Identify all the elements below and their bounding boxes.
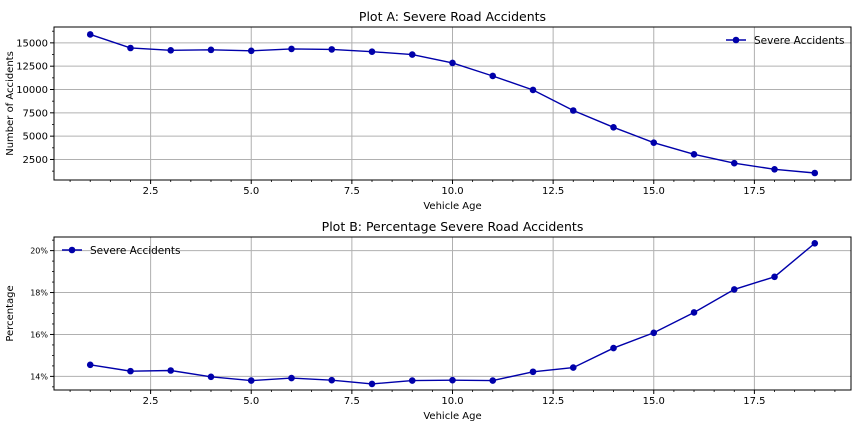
data-point xyxy=(569,364,577,371)
data-point xyxy=(569,107,577,114)
x-tick-label: 17.5 xyxy=(743,396,765,407)
y-tick-label: 10000 xyxy=(16,85,48,96)
data-point xyxy=(730,286,738,293)
chart-title: Plot A: Severe Road Accidents xyxy=(359,9,546,24)
data-point xyxy=(650,139,658,146)
y-tick-label: 14% xyxy=(30,372,48,381)
data-point xyxy=(328,376,336,384)
y-axis-label: Number of Accidents xyxy=(5,51,16,156)
data-point xyxy=(610,344,617,352)
x-tick-label: 12.5 xyxy=(542,396,564,407)
data-point xyxy=(207,46,215,54)
x-tick-label: 12.5 xyxy=(542,186,564,197)
y-tick-label: 18% xyxy=(30,289,48,298)
data-point xyxy=(610,123,617,131)
data-point xyxy=(247,377,255,384)
x-tick-label: 2.5 xyxy=(143,396,159,407)
x-tick-label: 5.0 xyxy=(243,396,259,407)
legend: Severe Accidents xyxy=(726,35,845,47)
legend-marker xyxy=(732,36,740,44)
data-point xyxy=(408,51,416,58)
data-point xyxy=(368,380,376,388)
x-axis-label: Vehicle Age xyxy=(423,201,481,212)
legend: Severe Accidents xyxy=(62,245,181,257)
data-point xyxy=(690,151,698,158)
data-point xyxy=(288,45,295,53)
x-tick-label: 2.5 xyxy=(143,186,159,197)
x-tick-label: 10.0 xyxy=(441,396,463,407)
x-tick-label: 15.0 xyxy=(643,396,665,407)
y-tick-label: 16% xyxy=(30,330,48,339)
x-tick-label: 15.0 xyxy=(643,186,665,197)
data-point xyxy=(247,47,255,55)
y-tick-label: 2500 xyxy=(23,155,48,166)
y-tick-label: 15000 xyxy=(16,38,48,49)
data-point xyxy=(811,169,819,177)
y-tick-label: 7500 xyxy=(23,108,48,119)
legend-label: Severe Accidents xyxy=(754,35,845,47)
data-point xyxy=(771,273,778,281)
data-point xyxy=(730,159,738,167)
y-tick-label: 5000 xyxy=(23,132,48,143)
data-point xyxy=(127,44,134,52)
y-tick-label: 12500 xyxy=(16,62,48,73)
x-tick-label: 10.0 xyxy=(441,186,463,197)
data-point xyxy=(489,72,497,80)
chart-title: Plot B: Percentage Severe Road Accidents xyxy=(322,219,584,234)
data-point xyxy=(690,309,698,316)
data-point xyxy=(127,367,134,375)
data-point xyxy=(489,377,497,384)
data-point xyxy=(650,329,658,337)
x-axis-label: Vehicle Age xyxy=(423,411,481,422)
data-point xyxy=(288,374,295,382)
x-tick-label: 17.5 xyxy=(743,186,765,197)
x-tick-label: 7.5 xyxy=(344,186,360,197)
data-point xyxy=(328,46,336,53)
data-point xyxy=(86,31,94,38)
data-point xyxy=(167,367,175,374)
data-point xyxy=(207,373,215,381)
y-tick-label: 20% xyxy=(30,247,48,256)
plot-panel-a: 2.5 5.0 7.5 10.0 12.5 15.0 17.5 2500 5000 7500 100… xyxy=(5,9,852,212)
legend-label: Severe Accidents xyxy=(90,245,181,257)
data-point xyxy=(529,368,537,376)
legend-marker xyxy=(68,246,76,254)
data-point xyxy=(167,47,175,54)
data-point xyxy=(408,377,416,384)
data-point xyxy=(368,48,376,56)
data-point xyxy=(449,59,456,67)
x-tick-label: 7.5 xyxy=(344,396,360,407)
y-axis-label: Percentage xyxy=(5,285,16,341)
x-tick-label: 5.0 xyxy=(243,186,259,197)
data-point xyxy=(449,376,456,384)
data-point xyxy=(811,239,819,247)
data-point xyxy=(771,165,778,173)
data-point xyxy=(529,86,537,94)
data-point xyxy=(86,361,94,369)
plot-panel-b: 2.5 5.0 7.5 10.0 12.5 15.0 17.5 14% 16% 18% 20% Plo… xyxy=(5,219,852,422)
